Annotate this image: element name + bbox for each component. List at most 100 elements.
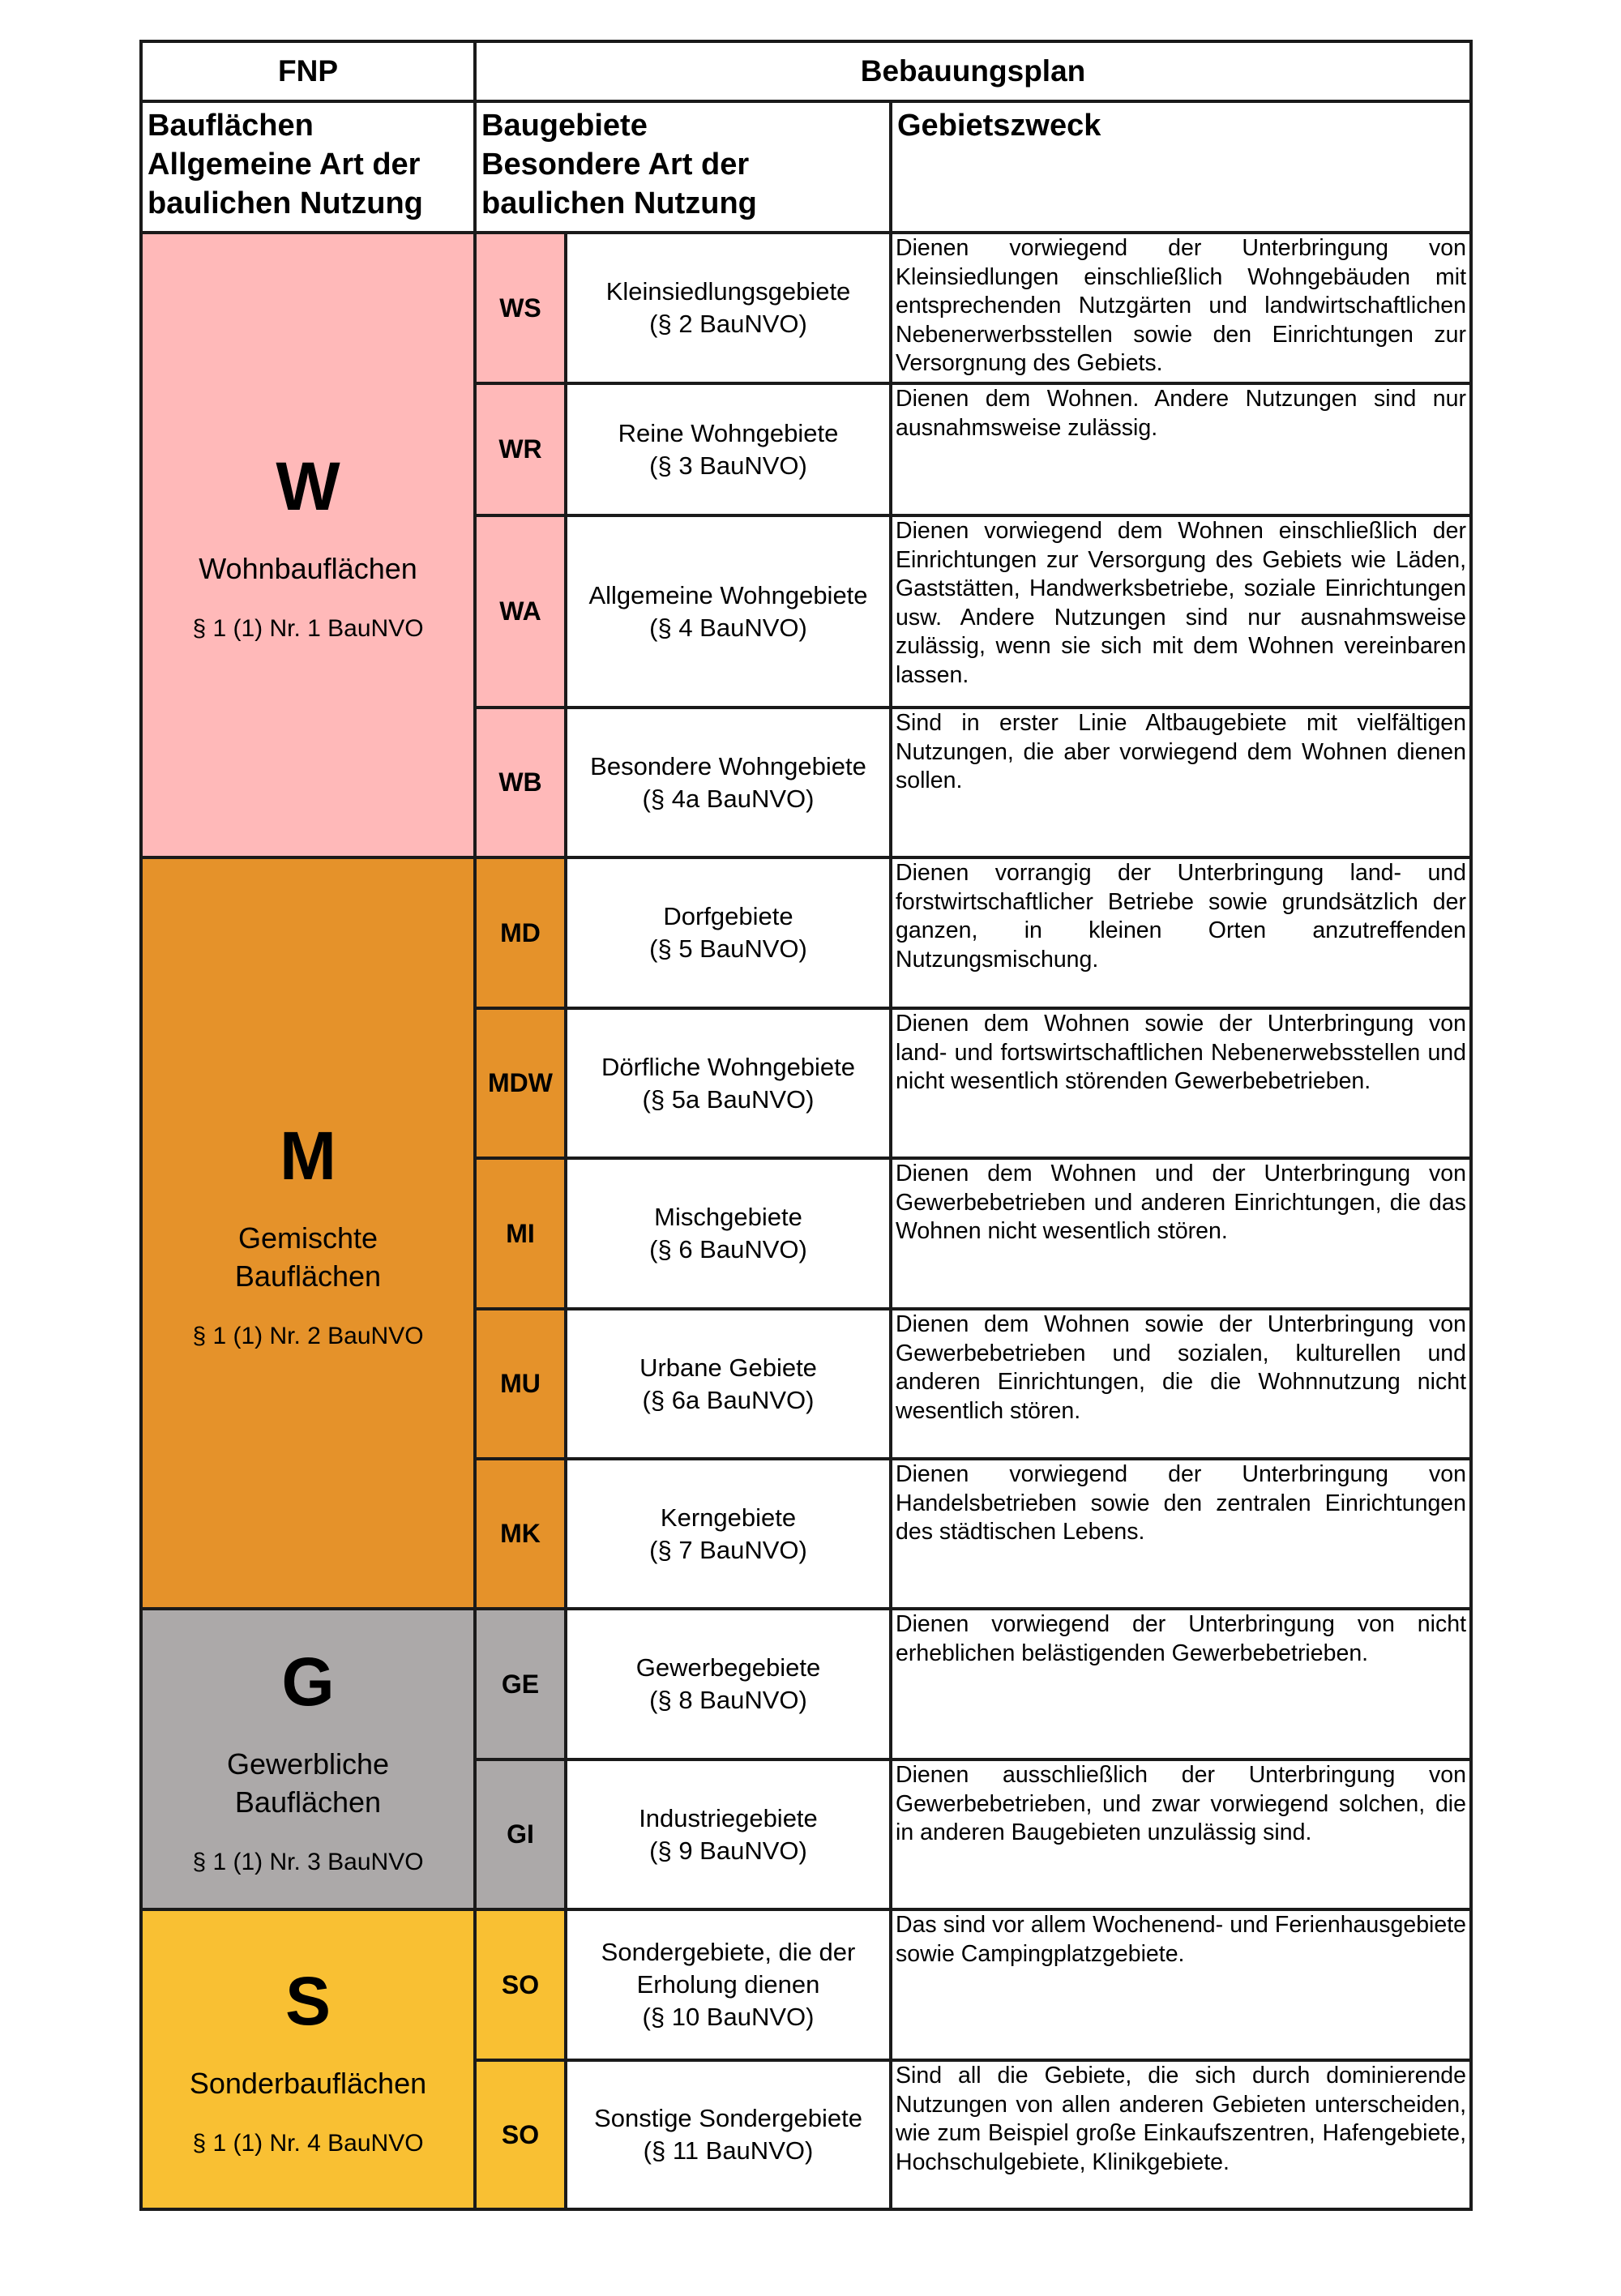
header-line: baulichen Nutzung xyxy=(481,186,757,220)
baugebiete-header: Baugebiete Besondere Art der baulichen N… xyxy=(473,100,892,234)
gebietszweck-text: Das sind vor allem Wochenend- und Ferien… xyxy=(889,1908,1473,2062)
gebietszweck-text: Dienen vorwiegend der Unterbringung von … xyxy=(889,1457,1473,1610)
baugebiet-ref: (§ 3 BauNVO) xyxy=(649,451,807,480)
table-row: WB Besondere Wohngebiete (§ 4a BauNVO) Sind… xyxy=(141,706,1473,859)
fnp-header: FNP xyxy=(139,40,477,103)
bauflaeche-name-line: Gewerbliche xyxy=(226,1747,390,1781)
baugebiet-title: Mischgebiete xyxy=(654,1203,802,1231)
baugebiet-ref: (§ 8 BauNVO) xyxy=(649,1686,807,1714)
bauflaeche-w: W Wohnbauflächen § 1 (1) Nr. 1 BauNVO xyxy=(139,231,477,859)
baugebiet-code: MI xyxy=(473,1157,567,1310)
baugebiet-name: Gewerbegebiete (§ 8 BauNVO) xyxy=(564,1607,892,1761)
baugebiet-code: MK xyxy=(473,1457,567,1610)
table-row: SO Sonstige Sondergebiete (§ 11 BauNVO) Sin… xyxy=(141,2059,1473,2211)
table-row: M Gemischte Bauflächen § 1 (1) Nr. 2 BauNVO… xyxy=(139,856,1473,1610)
baugebiet-code: WS xyxy=(473,231,567,385)
bauflaeche-name: Sonderbauflächen xyxy=(143,2064,473,2102)
baugebiet-name: Dorfgebiete (§ 5 BauNVO) xyxy=(564,856,892,1010)
baugebiet-name: Mischgebiete (§ 6 BauNVO) xyxy=(564,1157,892,1310)
baugebiet-ref: (§ 4 BauNVO) xyxy=(649,613,807,642)
bauflaechen-header: Bauflächen Allgemeine Art der baulichen … xyxy=(139,100,477,234)
baugebiet-title: Allgemeine Wohngebiete xyxy=(588,580,868,609)
bauflaeche-name-line: Bauflächen xyxy=(234,1785,382,1819)
header-row: FNP Bebauungsplan xyxy=(139,40,1473,103)
bauflaeche-name: Gewerbliche Bauflächen xyxy=(143,1745,473,1821)
baugebiet-name: Reine Wohngebiete (§ 3 BauNVO) xyxy=(564,382,892,517)
baugebiet-ref: (§ 6 BauNVO) xyxy=(649,1235,807,1263)
baugebiet-code: WA xyxy=(473,514,567,709)
baugebiet-code: SO xyxy=(473,1908,567,2062)
table-row: MK Kerngebiete (§ 7 BauNVO) Dienen vorwiege… xyxy=(141,1457,1473,1610)
gebietszweck-text: Dienen dem Wohnen sowie der Unterbringun… xyxy=(889,1007,1473,1160)
table-row: G Gewerbliche Bauflächen § 1 (1) Nr. 3 BauN… xyxy=(139,1607,1473,1911)
bauflaeche-name: Wohnbauflächen xyxy=(143,549,473,588)
gebietszweck-text: Dienen vorwiegend der Unterbringung von … xyxy=(889,1607,1473,1761)
bauflaeche-name-line: Gemischte xyxy=(237,1221,379,1255)
baugebiet-title: Sondergebiete, die der Erholung dienen xyxy=(601,1938,856,1999)
baugebiet-name: Urbane Gebiete (§ 6a BauNVO) xyxy=(564,1307,892,1460)
bauflaeche-name: Gemischte Bauflächen xyxy=(143,1219,473,1295)
gebietszweck-text: Dienen dem Wohnen und der Unterbringung … xyxy=(889,1157,1473,1310)
header-line: Besondere Art der xyxy=(481,148,750,182)
baugebiet-ref: (§ 2 BauNVO) xyxy=(649,310,807,338)
table-row: MDW Dörfliche Wohngebiete (§ 5a BauNVO) Die… xyxy=(141,1007,1473,1160)
baugebiet-title: Kerngebiete xyxy=(660,1503,797,1532)
baugebiet-title: Dorfgebiete xyxy=(663,902,793,930)
table-row: W Wohnbauflächen § 1 (1) Nr. 1 BauNVO WS Kle… xyxy=(139,231,1473,859)
gebietszweck-text: Dienen dem Wohnen. Andere Nutzungen sind… xyxy=(889,382,1473,517)
header-line: Allgemeine Art der xyxy=(148,148,421,182)
baugebiet-title: Dörfliche Wohngebiete xyxy=(601,1052,856,1081)
baugebiet-title: Kleinsiedlungsgebiete xyxy=(605,277,851,306)
bauflaeche-ref: § 1 (1) Nr. 4 BauNVO xyxy=(192,2129,424,2157)
bebauungsplan-header: Bebauungsplan xyxy=(473,40,1473,103)
gebietszweck-text: Sind in erster Linie Altbaugebiete mit v… xyxy=(889,706,1473,859)
baugebiet-name: Kerngebiete (§ 7 BauNVO) xyxy=(564,1457,892,1610)
baugebiet-ref: (§ 4a BauNVO) xyxy=(642,784,815,813)
gebietszweck-text: Sind all die Gebiete, die sich durch dom… xyxy=(889,2059,1473,2211)
bauflaeche-letter: G xyxy=(281,1643,335,1720)
baugebiet-name: Sonstige Sondergebiete (§ 11 BauNVO) xyxy=(564,2059,892,2211)
baugebiet-code: WB xyxy=(473,706,567,859)
table-row: MI Mischgebiete (§ 6 BauNVO) Dienen dem Woh… xyxy=(141,1157,1473,1310)
gebietszweck-text: Dienen dem Wohnen sowie der Unterbringun… xyxy=(889,1307,1473,1460)
baugebiet-ref: (§ 6a BauNVO) xyxy=(642,1385,815,1414)
header-line: Baugebiete xyxy=(481,109,648,143)
bauflaeche-name-line: Bauflächen xyxy=(234,1259,382,1293)
bauflaeche-ref: § 1 (1) Nr. 1 BauNVO xyxy=(192,615,424,642)
header-line: Bauflächen xyxy=(148,109,314,143)
baugebiet-name: Kleinsiedlungsgebiete (§ 2 BauNVO) xyxy=(564,231,892,385)
baugebiet-code: SO xyxy=(473,2059,567,2211)
gebietszweck-text: Dienen ausschließlich der Unterbringung … xyxy=(889,1758,1473,1911)
gebietszweck-text: Dienen vorrangig der Unterbringung land-… xyxy=(889,856,1473,1010)
bauflaeche-name-line: Sonderbauflächen xyxy=(189,2066,427,2100)
table-row: WA Allgemeine Wohngebiete (§ 4 BauNVO) Dien… xyxy=(141,514,1473,709)
bauflaeche-letter: W xyxy=(276,448,340,524)
baugebiet-name: Dörfliche Wohngebiete (§ 5a BauNVO) xyxy=(564,1007,892,1160)
baugebiet-title: Sonstige Sondergebiete xyxy=(594,2104,862,2132)
baugebiet-ref: (§ 5 BauNVO) xyxy=(649,934,807,963)
baugebiet-title: Industriegebiete xyxy=(639,1803,818,1832)
gebietszweck-text: Dienen vorwiegend der Unterbringung von … xyxy=(889,231,1473,385)
baugebiet-ref: (§ 10 BauNVO) xyxy=(642,2003,815,2031)
baugebiet-ref: (§ 11 BauNVO) xyxy=(643,2136,814,2165)
baugebiet-ref: (§ 5a BauNVO) xyxy=(642,1084,815,1114)
baugebiet-code: GE xyxy=(473,1607,567,1761)
baugebiet-code: MD xyxy=(473,856,567,1010)
bauflaeche-m: M Gemischte Bauflächen § 1 (1) Nr. 2 BauNVO xyxy=(139,856,477,1610)
subheader-row: Bauflächen Allgemeine Art der baulichen … xyxy=(139,100,1473,234)
gebietszweck-header: Gebietszweck xyxy=(889,100,1473,234)
baugebiet-title: Urbane Gebiete xyxy=(639,1353,817,1382)
table-row: MU Urbane Gebiete (§ 6a BauNVO) Dienen dem … xyxy=(141,1307,1473,1460)
bauflaeche-s: S Sonderbauflächen § 1 (1) Nr. 4 BauNVO xyxy=(139,1908,477,2211)
baugebiet-ref: (§ 9 BauNVO) xyxy=(649,1836,807,1865)
bauflaeche-ref: § 1 (1) Nr. 2 BauNVO xyxy=(192,1322,424,1349)
gebietszweck-text: Dienen vorwiegend dem Wohnen einschließl… xyxy=(889,514,1473,709)
baugebiet-name: Sondergebiete, die der Erholung dienen (§… xyxy=(564,1908,892,2062)
baugebiet-title: Besondere Wohngebiete xyxy=(590,751,866,780)
baugebiet-ref: (§ 7 BauNVO) xyxy=(649,1535,807,1564)
baunutzung-table: FNP Bebauungsplan Bauflächen Allgemeine … xyxy=(139,40,1473,2211)
table-row: S Sonderbauflächen § 1 (1) Nr. 4 BauNVO SO S… xyxy=(139,1908,1473,2211)
baugebiet-title: Reine Wohngebiete xyxy=(618,418,839,447)
baugebiet-name: Allgemeine Wohngebiete (§ 4 BauNVO) xyxy=(564,514,892,709)
baugebiet-code: WR xyxy=(473,382,567,517)
